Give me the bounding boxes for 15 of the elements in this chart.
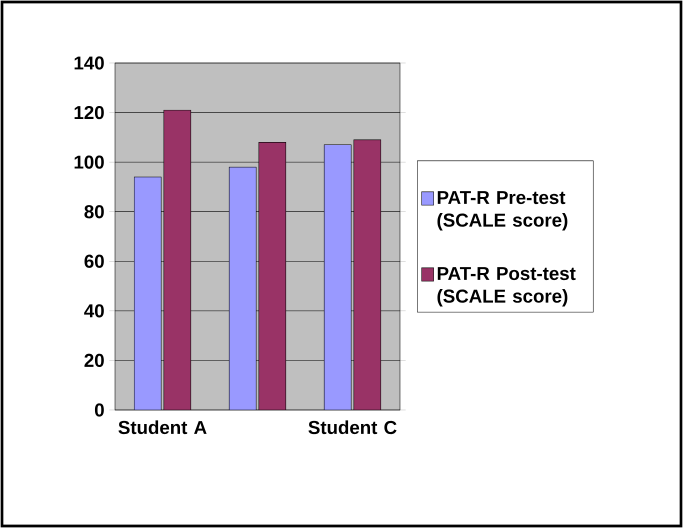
y-tick-label: 120 bbox=[74, 106, 104, 120]
bar bbox=[134, 176, 162, 410]
bar bbox=[324, 144, 352, 410]
y-tick-label: 0 bbox=[94, 403, 104, 417]
x-tick-label: Student C bbox=[308, 420, 397, 434]
x-tick-label: Student A bbox=[118, 420, 207, 434]
y-tick-label: 100 bbox=[74, 156, 104, 169]
y-tick-label: 60 bbox=[84, 254, 104, 268]
y-tick-label: 140 bbox=[74, 56, 104, 70]
y-tick-label: 80 bbox=[84, 205, 104, 218]
legend-label: PAT-R Post-test (SCALE score) bbox=[437, 267, 576, 306]
bar bbox=[228, 166, 256, 410]
y-tick-label: 20 bbox=[84, 354, 104, 368]
legend-label: PAT-R Pre-test (SCALE score) bbox=[437, 191, 568, 230]
y-tick-label: 40 bbox=[84, 304, 104, 318]
